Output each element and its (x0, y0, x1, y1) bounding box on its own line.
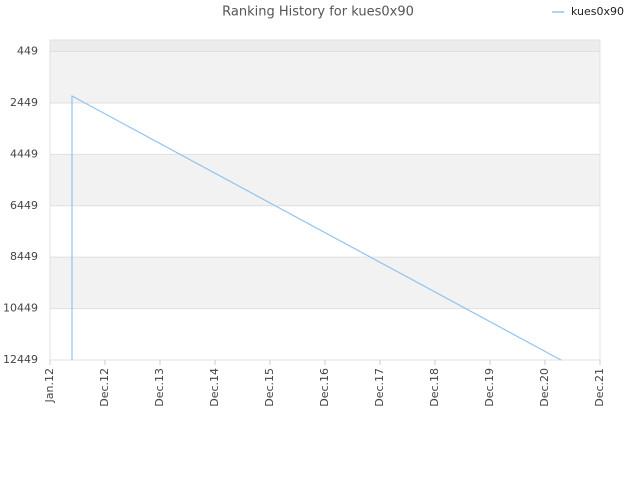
x-tick-label: Dec.15 (263, 368, 276, 407)
grid-band (50, 51, 600, 103)
grid-band (50, 40, 600, 52)
y-tick-label: 4449 (10, 147, 38, 160)
x-tick-label: Dec.19 (483, 368, 496, 407)
line-series (71, 95, 562, 361)
x-tick-label: Jan.12 (43, 368, 56, 403)
chart-title: Ranking History for kues0x90 (222, 5, 414, 20)
y-tick-label: 2449 (10, 96, 38, 109)
y-tick-label: 8449 (10, 250, 38, 263)
y-tick-label: 6449 (10, 199, 38, 212)
y-tick-label: 449 (17, 45, 38, 58)
x-tick-label: Dec.14 (208, 368, 221, 407)
legend-label: kues0x90 (571, 5, 624, 18)
x-tick-label: Dec.13 (153, 368, 166, 407)
x-tick-label: Dec.16 (318, 368, 331, 407)
grid-band (50, 154, 600, 206)
grid-band (50, 257, 600, 309)
x-tick-label: Dec.20 (538, 368, 551, 407)
x-tick-label: Dec.18 (428, 368, 441, 407)
y-tick-label: 10449 (3, 302, 38, 315)
x-tick-label: Dec.12 (98, 368, 111, 407)
x-tick-label: Dec.21 (593, 368, 606, 407)
y-tick-label: 12449 (3, 353, 38, 366)
x-tick-label: Dec.17 (373, 368, 386, 407)
